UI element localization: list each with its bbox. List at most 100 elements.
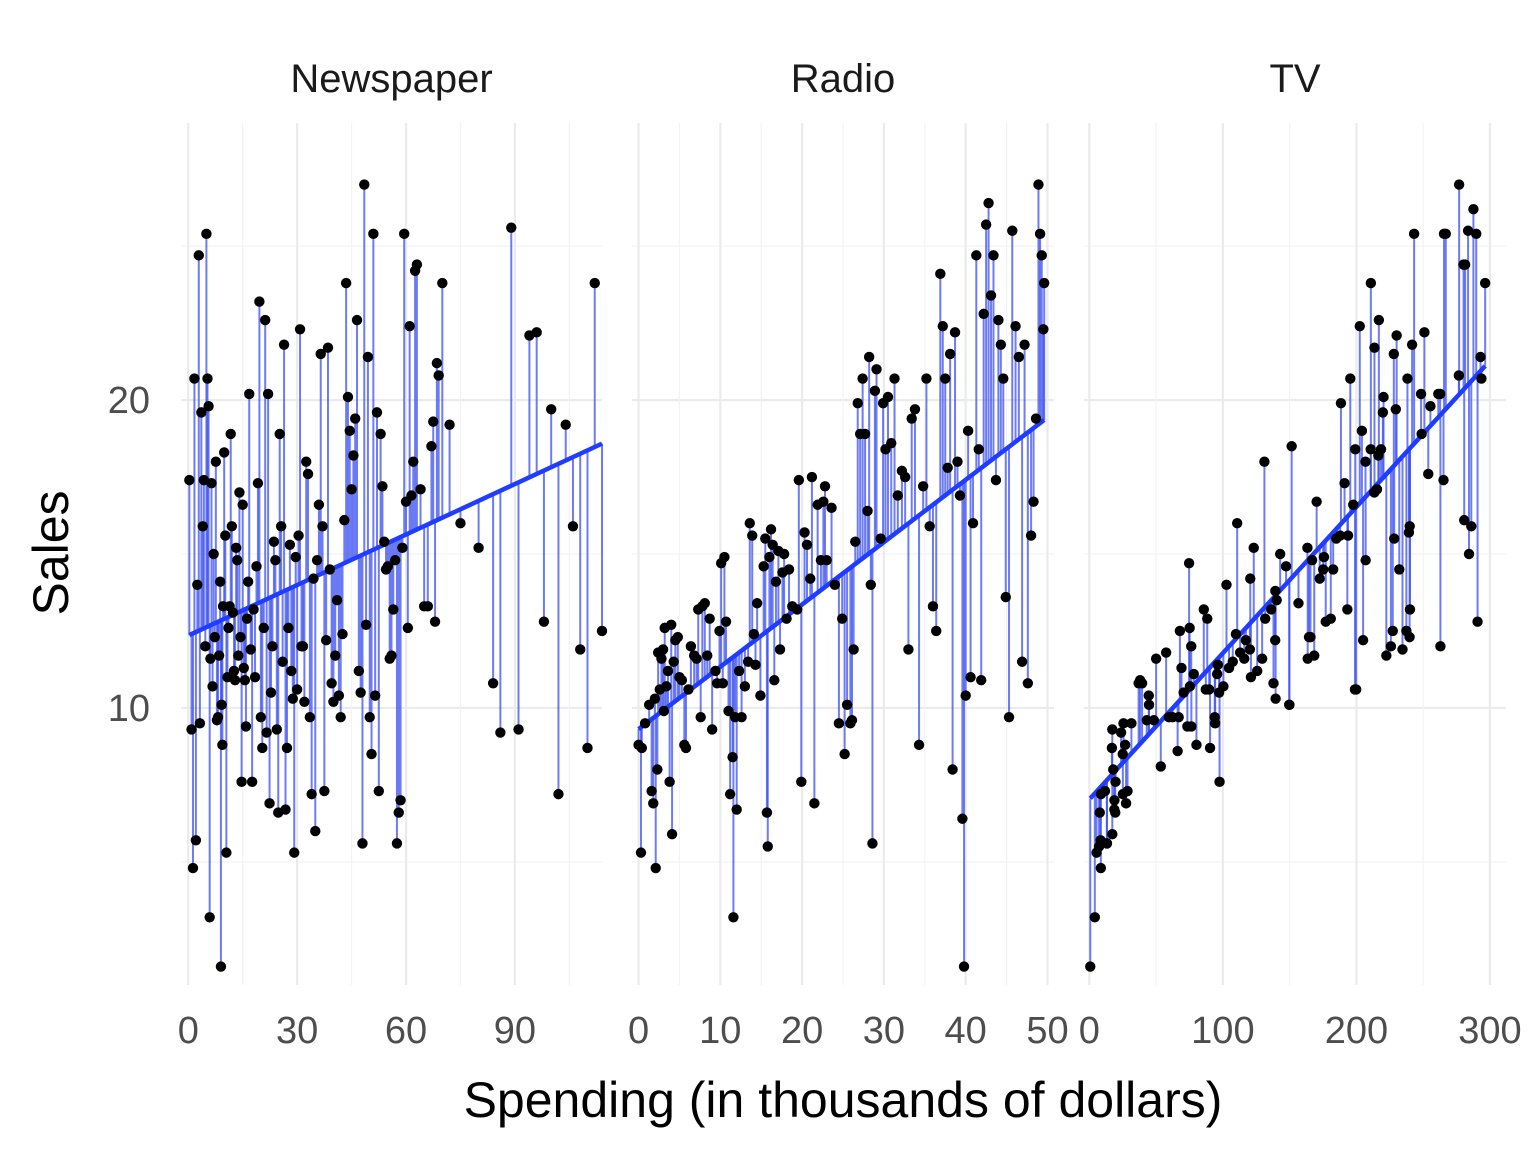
data-point (1388, 348, 1400, 360)
data-point (736, 711, 747, 723)
data-point (1280, 561, 1292, 572)
data-point (196, 407, 207, 418)
fit-line (1088, 364, 1487, 800)
data-point (727, 751, 738, 763)
data-point (990, 474, 1002, 486)
data-point (1212, 659, 1224, 671)
data-point (1463, 548, 1475, 560)
facet-panels: 10 20 Newspaper 0 30 60 90 Radio 0 10 20 30 40 50 TV 0 1… (108, 57, 1522, 1052)
data-point (937, 320, 948, 332)
facet-label: Newspaper (290, 57, 492, 101)
data-point (286, 665, 297, 677)
data-point (859, 428, 871, 440)
data-point (799, 527, 810, 538)
data-point (666, 619, 677, 631)
data-point (958, 961, 970, 972)
data-point (1119, 739, 1131, 751)
data-point (1334, 530, 1346, 541)
data-point (1459, 514, 1470, 526)
data-point (1391, 330, 1402, 341)
x-tick-label: 40 (945, 1010, 987, 1052)
data-point (1120, 798, 1132, 809)
data-point (1108, 764, 1119, 775)
data-point (1354, 320, 1365, 332)
data-point (1136, 678, 1148, 689)
data-point (275, 521, 287, 532)
data-point (235, 631, 246, 643)
data-point (473, 542, 484, 554)
data-point (664, 776, 675, 788)
data-point (395, 795, 406, 806)
data-point (1109, 795, 1120, 806)
data-point (1016, 656, 1028, 667)
data-point (311, 554, 323, 566)
fit-line (188, 441, 603, 638)
data-point (1416, 428, 1427, 440)
data-point (783, 564, 795, 575)
data-point (1019, 339, 1030, 350)
data-point (270, 554, 281, 566)
data-point (1036, 250, 1047, 261)
data-point (658, 705, 670, 717)
data-point (337, 628, 348, 640)
data-point (239, 675, 251, 686)
data-point (648, 798, 659, 809)
data-point (227, 607, 239, 618)
data-point (1385, 641, 1397, 652)
data-point (1143, 690, 1154, 701)
data-point (1184, 622, 1195, 634)
data-point (252, 477, 264, 489)
data-point (513, 724, 524, 735)
data-point (666, 828, 678, 840)
data-point (714, 625, 725, 637)
data-point (388, 604, 399, 615)
data-point (995, 339, 1007, 350)
data-point (821, 554, 832, 566)
data-point (350, 413, 361, 424)
data-point (330, 650, 341, 661)
data-point (1160, 647, 1172, 658)
data-point (262, 388, 274, 400)
data-point (1286, 441, 1297, 452)
data-point (214, 576, 226, 587)
data-point (217, 739, 228, 751)
data-point (769, 675, 780, 686)
data-point (444, 419, 455, 430)
data-point (1314, 573, 1325, 584)
data-point (935, 268, 946, 280)
data-point (826, 502, 837, 514)
data-point (237, 499, 248, 510)
data-point (245, 644, 256, 655)
data-point (927, 601, 939, 612)
data-point (560, 419, 571, 430)
data-point (277, 656, 288, 667)
data-point (205, 653, 216, 664)
data-point (369, 690, 381, 701)
data-point (1404, 521, 1415, 532)
data-point (1342, 604, 1353, 615)
data-point (255, 711, 267, 723)
data-point (962, 425, 974, 437)
data-point (1434, 388, 1446, 400)
data-point (917, 481, 929, 492)
data-point (1423, 468, 1434, 480)
data-point (433, 370, 444, 381)
data-point (985, 290, 997, 301)
data-point (429, 616, 441, 627)
data-point (1394, 564, 1405, 575)
data-point (197, 521, 208, 532)
data-point (957, 813, 968, 824)
data-point (1381, 650, 1392, 661)
data-point (201, 228, 212, 240)
data-point (538, 616, 550, 627)
data-point (1471, 228, 1482, 240)
data-point (1360, 554, 1371, 566)
facet-tv: TV 0 100 200 300 (1079, 57, 1522, 1052)
data-point (308, 573, 319, 584)
x-tick-label: 30 (863, 1010, 905, 1052)
data-point (998, 373, 1009, 384)
data-point (1110, 776, 1121, 788)
data-point (232, 554, 243, 566)
data-point (846, 715, 858, 726)
data-point (258, 622, 269, 634)
